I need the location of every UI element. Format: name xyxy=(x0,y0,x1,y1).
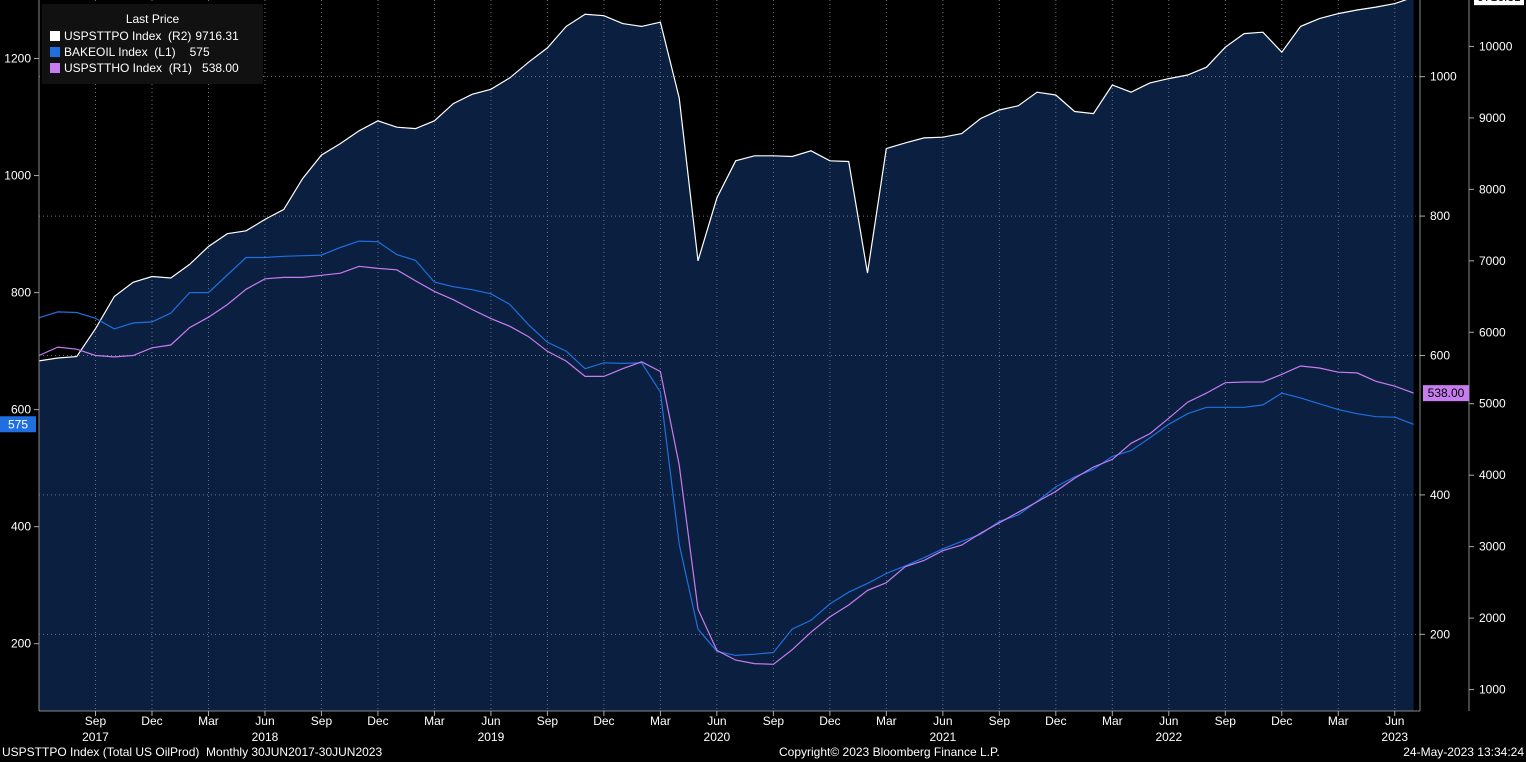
x-tick-label: Mar xyxy=(424,714,445,728)
x-tick-label: Dec xyxy=(367,714,388,728)
series-lines xyxy=(38,0,1414,665)
grid-layer xyxy=(39,0,1420,711)
x-year-label: 2018 xyxy=(252,730,279,744)
y-tick-label-r1: 400 xyxy=(1430,488,1450,502)
y-tick-label-left: 800 xyxy=(11,286,31,300)
x-tick-label: Dec xyxy=(593,714,614,728)
y-tick-label-r2: 10000 xyxy=(1479,39,1513,53)
x-tick-label: Dec xyxy=(1271,714,1292,728)
legend-label: USPSTTHO Index (R1) xyxy=(64,61,193,75)
footer-copyright: Copyright© 2023 Bloomberg Finance L.P. xyxy=(779,745,1000,759)
x-year-label: 2020 xyxy=(704,730,731,744)
series-line-uspsttpo xyxy=(38,0,1408,362)
y-tick-label-r1: 200 xyxy=(1430,627,1450,641)
last-value-tag-bg xyxy=(1474,0,1524,6)
x-year-label: 2019 xyxy=(478,730,505,744)
legend-item-uspsttpo[interactable]: USPSTTPO Index (R2) 9716.31 xyxy=(42,28,263,44)
last-value-tag-bg xyxy=(1423,385,1469,402)
x-tick-label: Jun xyxy=(933,714,952,728)
area-fill xyxy=(39,0,1414,711)
y-tick-label-r2: 1000 xyxy=(1479,683,1506,697)
x-tick-label: Mar xyxy=(198,714,219,728)
axes-layer xyxy=(38,0,1470,712)
y-tick-label-r2: 2000 xyxy=(1479,611,1506,625)
y-tick-label-left: 1200 xyxy=(4,52,31,66)
series-line-bakeoil xyxy=(38,240,1414,657)
x-tick-label: Jun xyxy=(707,714,726,728)
y-tick-label-r2: 8000 xyxy=(1479,182,1506,196)
x-tick-label: Sep xyxy=(763,714,785,728)
x-tick-label: Mar xyxy=(1328,714,1349,728)
legend-swatch-uspsttpo xyxy=(50,31,60,41)
series-line-uspsttho xyxy=(38,265,1414,665)
x-tick-label: Mar xyxy=(650,714,671,728)
x-tick-label: Jun xyxy=(1159,714,1178,728)
last-value-tags: 9716.31 575 538.00 xyxy=(0,0,1524,433)
footer-timestamp: 24-May-2023 13:34:24 xyxy=(1403,745,1524,759)
x-tick-label: Jun xyxy=(481,714,500,728)
y-tick-label-r2: 5000 xyxy=(1479,397,1506,411)
legend-swatch-uspsttho xyxy=(50,63,60,73)
y-tick-label-r2: 4000 xyxy=(1479,468,1506,482)
legend-item-uspsttho[interactable]: USPSTTHO Index (R1) 538.00 xyxy=(42,60,263,76)
y-tick-label-r2: 9000 xyxy=(1479,111,1506,125)
area-fill-layer xyxy=(39,0,1414,711)
x-tick-label: Dec xyxy=(141,714,162,728)
x-tick-label: Sep xyxy=(311,714,333,728)
x-tick-label: Mar xyxy=(1102,714,1123,728)
y-tick-label-left: 400 xyxy=(11,520,31,534)
x-tick-label: Mar xyxy=(876,714,897,728)
footer-security-info: USPSTTPO Index (Total US OilProd) Monthl… xyxy=(2,745,383,759)
y-tick-label-r1: 1000 xyxy=(1430,70,1457,84)
tick-labels: Sep 2017 Dec Mar Jun 2018 Sep Dec Mar Jun 2019 Sep D… xyxy=(4,39,1512,744)
y-tick-label-left: 1000 xyxy=(4,169,31,183)
y-tick-label-left: 600 xyxy=(11,403,31,417)
legend-label: USPSTTPO Index (R2) xyxy=(64,29,192,43)
legend-value: 575 xyxy=(189,45,210,59)
legend-item-bakeoil[interactable]: BAKEOIL Index (L1) 575 xyxy=(42,44,263,60)
y-tick-label-r2: 6000 xyxy=(1479,325,1506,339)
legend-swatch-bakeoil xyxy=(50,47,60,57)
legend-value: 538.00 xyxy=(202,61,239,75)
x-year-label: 2022 xyxy=(1155,730,1182,744)
y-tick-label-r1: 600 xyxy=(1430,349,1450,363)
x-tick-label: Jun xyxy=(255,714,274,728)
y-tick-label-left: 200 xyxy=(11,637,31,651)
x-tick-label: Dec xyxy=(819,714,840,728)
legend-label: BAKEOIL Index (L1) xyxy=(64,45,176,59)
y-tick-label-r1: 800 xyxy=(1430,209,1450,223)
y-tick-label-r2: 7000 xyxy=(1479,254,1506,268)
x-tick-label: Sep xyxy=(989,714,1011,728)
x-tick-label: Sep xyxy=(1215,714,1237,728)
x-year-label: 2021 xyxy=(929,730,956,744)
x-year-label: 2017 xyxy=(82,730,109,744)
last-value-tag-label: 9716.31 xyxy=(1477,0,1521,4)
legend-title: Last Price xyxy=(125,12,180,26)
legend-box: Last Price USPSTTPO Index (R2) 9716.31 B… xyxy=(42,4,263,84)
x-tick-label: Dec xyxy=(1045,714,1066,728)
x-tick-label: Sep xyxy=(85,714,107,728)
legend-value: 9716.31 xyxy=(195,29,239,43)
x-tick-label: Sep xyxy=(537,714,559,728)
y-tick-label-r2: 3000 xyxy=(1479,540,1506,554)
last-value-tag-label: 538.00 xyxy=(1428,386,1465,400)
last-value-tag-label: 575 xyxy=(8,417,28,431)
last-value-tag-bg xyxy=(0,416,36,433)
x-year-label: 2023 xyxy=(1381,730,1408,744)
x-tick-label: Jun xyxy=(1385,714,1404,728)
